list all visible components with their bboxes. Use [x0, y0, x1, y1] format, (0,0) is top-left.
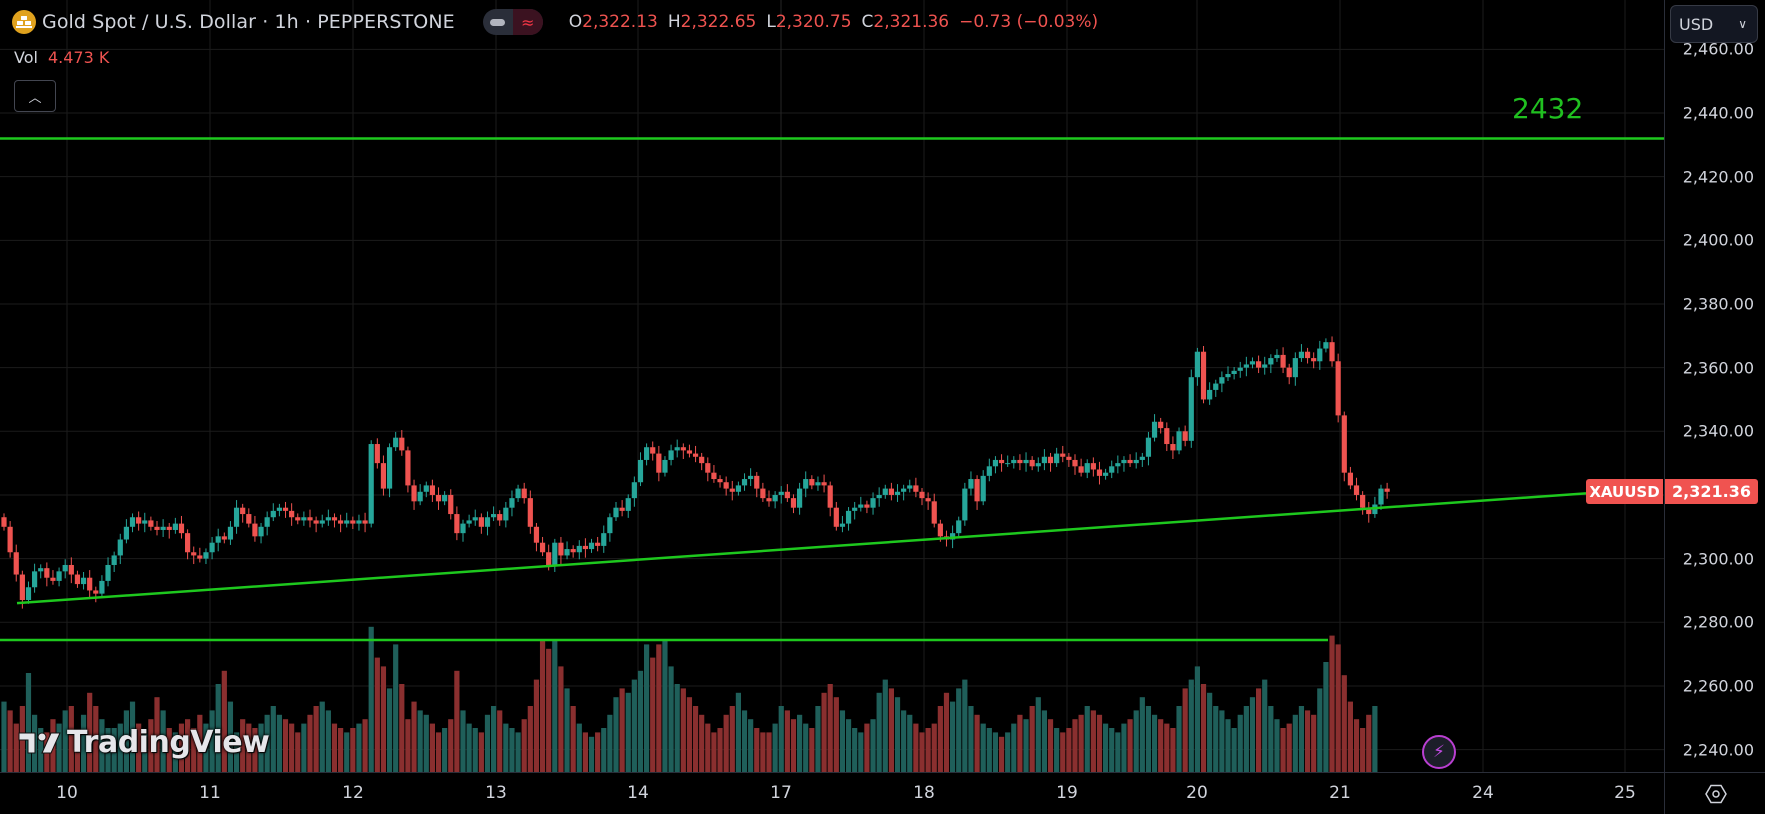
currency-selector[interactable]: USD ∨ [1670, 5, 1758, 43]
time-tick-label: 20 [1186, 783, 1208, 803]
level-label-2432[interactable]: 2432 [1512, 92, 1584, 125]
close-key: C [861, 12, 874, 32]
tradingview-watermark[interactable]: TradingView [17, 725, 270, 760]
time-tick-label: 12 [342, 783, 364, 803]
high-key: H [667, 12, 681, 32]
collapse-legend-button[interactable]: ︿ [14, 80, 56, 112]
time-tick-label: 18 [913, 783, 935, 803]
close-value: 2,321.36 [873, 12, 950, 32]
chart-pane[interactable]: Gold Spot / U.S. Dollar · 1h · PEPPERSTO… [0, 0, 1664, 772]
chart-settings-button[interactable] [1664, 772, 1765, 814]
settings-hexagon-icon [1704, 784, 1727, 803]
time-tick-label: 24 [1472, 783, 1494, 803]
price-tick-label: 2,420.00 [1682, 167, 1754, 187]
low-value: 2,320.75 [775, 12, 852, 32]
indicator-toggle[interactable]: ≈ [482, 9, 543, 35]
price-axis[interactable]: 2,460.00 2,440.00 2,420.00 2,400.00 2,380.00… [1664, 0, 1765, 772]
hide-icon[interactable] [483, 9, 513, 35]
time-axis[interactable]: 10 11 12 13 14 17 18 19 20 21 24 25 [0, 772, 1664, 814]
symbol-price-tag: XAUUSD [1586, 479, 1663, 504]
last-price-label: 2,321.36 [1665, 479, 1758, 504]
price-tick-label: 2,260.00 [1682, 676, 1754, 696]
lightning-icon[interactable]: ⚡ [1422, 735, 1456, 769]
chevron-up-icon: ︿ [28, 90, 42, 106]
time-tick-label: 19 [1056, 783, 1078, 803]
ohlc-values: O2,322.13 H2,322.65 L2,320.75 C2,321.36 … [569, 12, 1098, 32]
tradingview-logo-icon [18, 732, 61, 753]
price-tick-label: 2,440.00 [1682, 103, 1754, 123]
time-tick-label: 10 [56, 783, 78, 803]
open-value: 2,322.13 [582, 12, 658, 32]
price-tick-label: 2,460.00 [1682, 39, 1754, 59]
chevron-down-icon: ∨ [1738, 17, 1747, 31]
price-tick-label: 2,300.00 [1682, 549, 1754, 569]
volume-label[interactable]: Vol [14, 48, 38, 67]
price-tick-label: 2,400.00 [1682, 230, 1754, 250]
price-tick-label: 2,240.00 [1682, 740, 1754, 760]
symbol-title[interactable]: Gold Spot / U.S. Dollar · 1h · PEPPERSTO… [42, 11, 455, 33]
price-tick-label: 2,380.00 [1682, 294, 1754, 314]
change-value: −0.73 (−0.03%) [959, 12, 1099, 32]
time-tick-label: 14 [627, 783, 649, 803]
open-key: O [568, 12, 583, 32]
time-tick-label: 13 [485, 783, 507, 803]
price-chart-canvas[interactable] [0, 0, 1664, 772]
watermark-text: TradingView [67, 725, 270, 760]
price-tick-label: 2,280.00 [1682, 612, 1754, 632]
price-tick-label: 2,340.00 [1682, 421, 1754, 441]
wave-icon[interactable]: ≈ [512, 9, 543, 35]
high-value: 2,322.65 [680, 12, 757, 32]
symbol-legend: Gold Spot / U.S. Dollar · 1h · PEPPERSTO… [12, 9, 1098, 35]
volume-value: 4.473 K [47, 48, 110, 67]
price-tick-label: 2,360.00 [1682, 358, 1754, 378]
low-key: L [766, 12, 776, 32]
time-tick-label: 25 [1614, 783, 1636, 803]
time-tick-label: 21 [1329, 783, 1351, 803]
gold-bars-icon [12, 10, 36, 34]
currency-value: USD [1679, 14, 1714, 34]
time-tick-label: 11 [199, 783, 221, 803]
volume-legend: Vol 4.473 K [14, 48, 109, 67]
time-tick-label: 17 [770, 783, 792, 803]
